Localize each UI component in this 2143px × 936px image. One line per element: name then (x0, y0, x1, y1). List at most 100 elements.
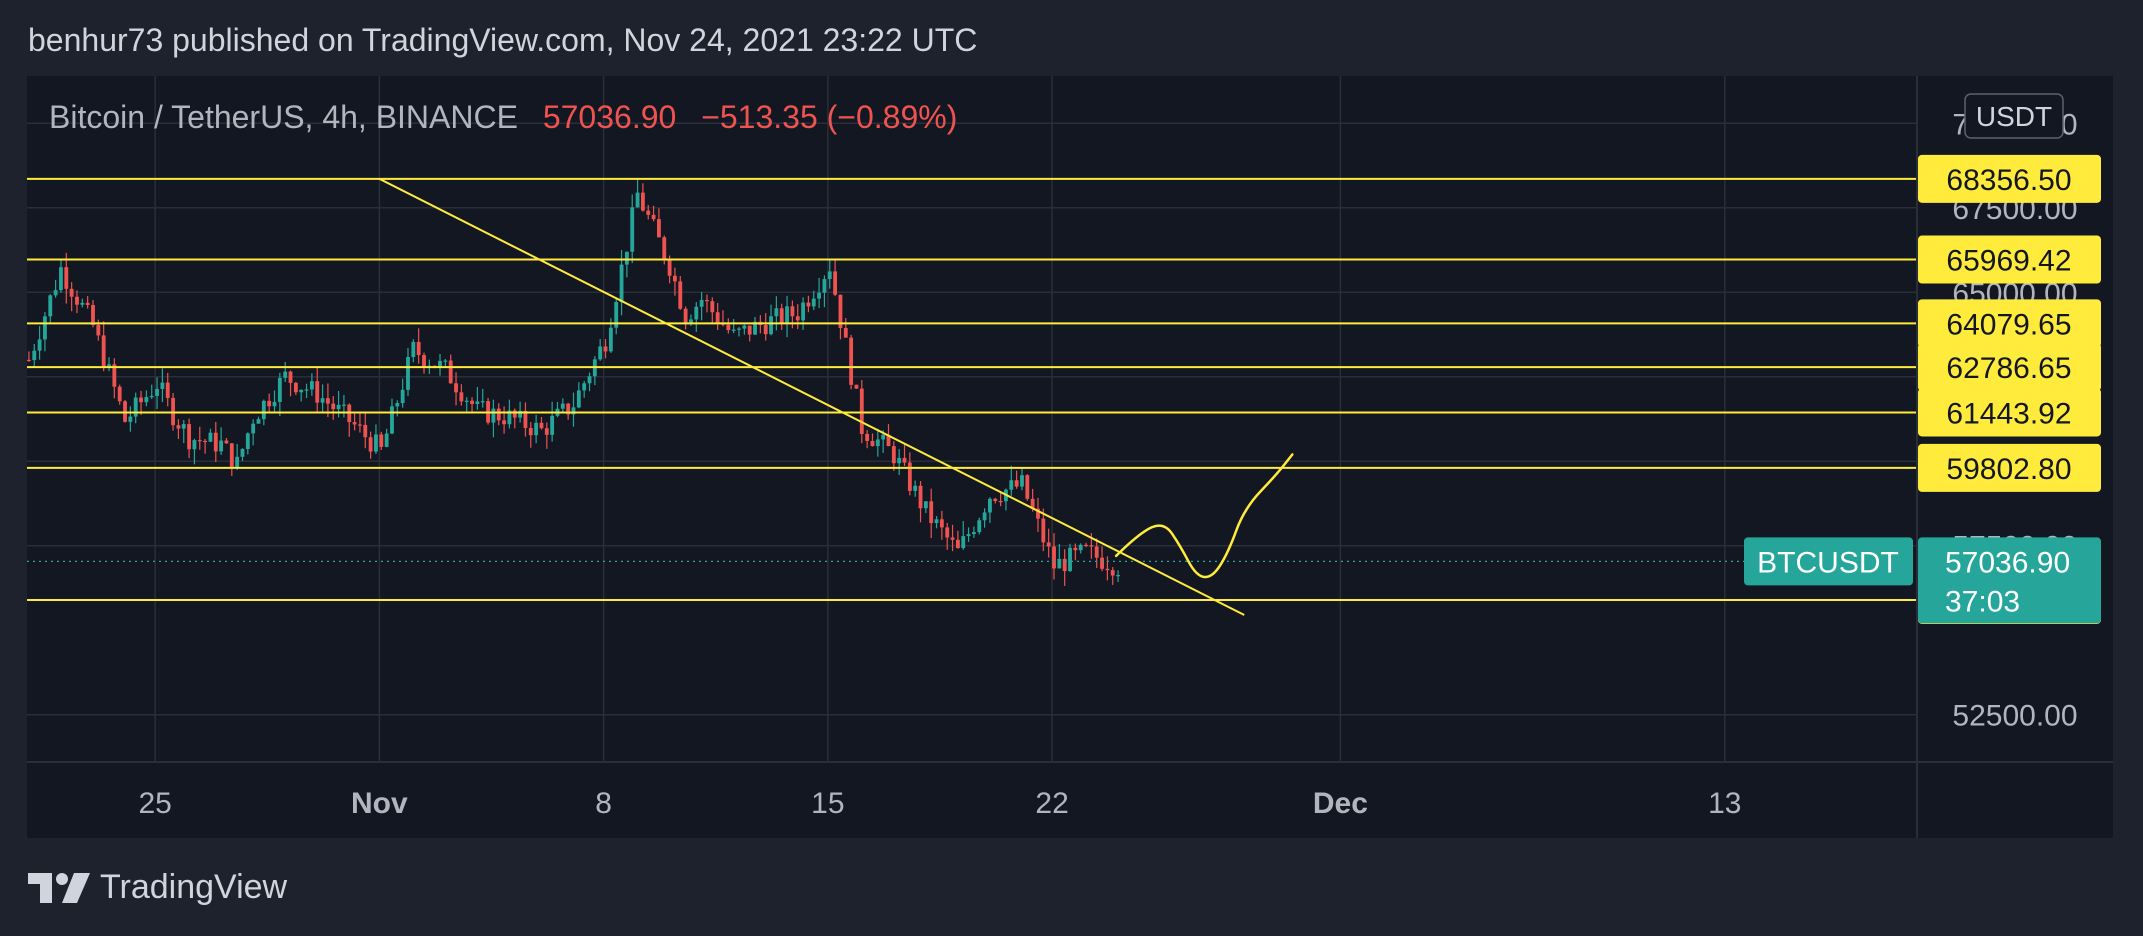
candle-body (635, 192, 640, 208)
candle (416, 328, 421, 364)
horizontal-levels[interactable] (27, 177, 1917, 601)
level-price-label[interactable]: 62786.65 (1918, 343, 2101, 392)
candle (635, 178, 640, 208)
candlestick-chart[interactable]: 70000.0067500.0065000.0062500.0060000.00… (27, 76, 2113, 838)
candle (315, 367, 320, 413)
candle-body (267, 400, 272, 407)
tradingview-logo[interactable]: TradingView (28, 868, 287, 907)
candle (64, 252, 69, 304)
candle (1062, 549, 1067, 586)
candle-body (859, 388, 864, 434)
candle-body (651, 214, 656, 220)
level-price-label[interactable]: 65969.42 (1918, 235, 2101, 284)
candle-body (1052, 546, 1056, 569)
projection-curve[interactable] (1114, 453, 1294, 579)
candle-body (245, 433, 250, 449)
candle-body (929, 501, 934, 524)
candles (27, 178, 1120, 586)
symbol-legend: Bitcoin / TetherUS, 4h, BINANCE 57036.90… (49, 99, 957, 135)
symbol-change: −513.35 (−0.89%) (701, 99, 957, 135)
candle (1004, 488, 1008, 511)
candle-body (368, 437, 373, 452)
level-price-label[interactable]: 61443.92 (1918, 388, 2101, 437)
candle-body (630, 207, 635, 252)
candle-body (438, 360, 442, 368)
candle (582, 380, 587, 398)
candle-body (699, 299, 704, 307)
candle-body (934, 519, 939, 524)
symbol-name: Bitcoin / TetherUS, 4h, BINANCE (49, 99, 518, 135)
candle-body (945, 527, 950, 538)
candle (336, 390, 341, 418)
last-price-badge (1918, 537, 2101, 624)
candle-body (550, 415, 555, 435)
candle-body (1041, 518, 1046, 543)
candle-body (1020, 475, 1024, 487)
candle (576, 382, 581, 409)
chart-pane[interactable]: 70000.0067500.0065000.0062500.0060000.00… (27, 76, 2113, 838)
candle-body (566, 403, 571, 415)
currency-button[interactable]: USDT (1964, 93, 2064, 139)
candle (347, 403, 352, 437)
level-price-badge (1918, 443, 2101, 492)
candle-body (299, 389, 304, 393)
candle-body (69, 288, 74, 297)
candle-body (197, 440, 202, 442)
candle (320, 384, 325, 413)
candle (913, 480, 918, 497)
candle (673, 267, 677, 296)
level-price-label[interactable]: 59802.80 (1918, 443, 2101, 492)
candle (438, 353, 442, 376)
candle-body (165, 382, 170, 398)
candle (614, 297, 619, 335)
candle-body (726, 324, 731, 331)
candle-body (1100, 557, 1104, 569)
svg-text:Bitcoin / TetherUS, 4h, BINANC: Bitcoin / TetherUS, 4h, BINANCE 57036.90… (49, 99, 957, 135)
candle (304, 383, 309, 399)
last-price-label[interactable]: 57036.90 37:03 (1918, 537, 2101, 624)
drawings[interactable] (378, 177, 1294, 616)
candle (112, 358, 117, 399)
candle (993, 497, 998, 504)
candle-body (790, 306, 795, 317)
candle-body (213, 432, 218, 452)
candle-body (1025, 475, 1030, 499)
candle-body (977, 520, 982, 533)
axes[interactable]: 70000.0067500.0065000.0062500.0060000.00… (27, 76, 2113, 838)
candle (849, 334, 854, 390)
candle (256, 416, 261, 424)
candle-body (779, 308, 784, 325)
candle-body (774, 308, 779, 317)
currency-button-label[interactable]: USDT (1976, 101, 2052, 132)
candle (208, 428, 213, 443)
candle-body (785, 306, 789, 325)
candle (101, 321, 106, 372)
candle-body (1116, 574, 1120, 577)
candle (133, 392, 138, 424)
candle-body (75, 296, 79, 305)
candle-body (342, 404, 346, 406)
time-axis-tick-label: 8 (595, 787, 612, 820)
candle-body (459, 392, 464, 402)
candle-body (662, 237, 667, 260)
ticker-label[interactable]: BTCUSDT (1744, 537, 1913, 586)
candle (726, 318, 731, 334)
ticker-text: BTCUSDT (1757, 546, 1899, 579)
candle (288, 370, 293, 397)
level-price-text: 65969.42 (1946, 245, 2071, 278)
candle-body (955, 539, 960, 549)
candle (48, 294, 53, 324)
level-price-label[interactable]: 64079.65 (1918, 299, 2101, 348)
candle-body (523, 410, 528, 428)
candle (213, 421, 218, 463)
candle-body (208, 432, 213, 442)
level-price-badge (1918, 343, 2101, 392)
candle (630, 194, 635, 264)
candle-body (374, 434, 378, 452)
candle (785, 295, 789, 338)
trend-line[interactable] (378, 177, 1245, 616)
candle (512, 408, 517, 429)
level-price-label[interactable]: 68356.50 (1918, 154, 2101, 203)
candle (737, 326, 741, 337)
candle (977, 517, 982, 535)
